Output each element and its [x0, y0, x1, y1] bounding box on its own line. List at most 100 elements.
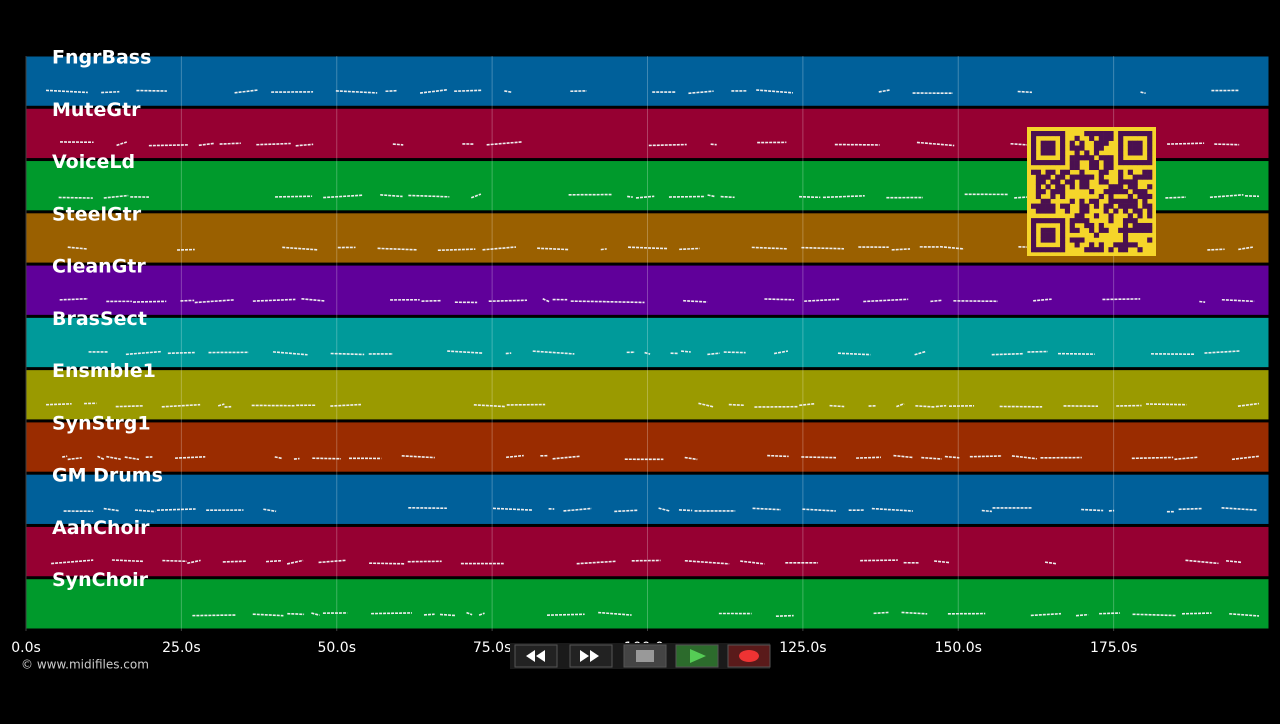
qr-module	[1123, 233, 1128, 238]
qr-module	[1041, 208, 1046, 213]
note	[369, 563, 405, 564]
qr-module	[1055, 160, 1060, 165]
qr-module	[1046, 218, 1051, 223]
qr-module	[1055, 184, 1060, 189]
qr-module	[1137, 146, 1142, 151]
x-tick-label: 175.0s	[1090, 640, 1137, 656]
qr-module	[1137, 247, 1142, 252]
qr-module	[1133, 141, 1138, 146]
qr-module	[1108, 204, 1113, 209]
qr-module	[1041, 204, 1046, 209]
track-name: SynChoir	[52, 569, 149, 591]
rewind-button[interactable]	[515, 645, 557, 667]
qr-module	[1147, 208, 1152, 213]
qr-module	[1094, 233, 1099, 238]
qr-module	[1133, 179, 1138, 184]
qr-module	[1031, 228, 1036, 233]
qr-module	[1137, 175, 1142, 180]
note	[59, 197, 93, 198]
qr-module	[1041, 199, 1046, 204]
qr-module	[1108, 131, 1113, 136]
note	[571, 301, 606, 302]
qr-module	[1060, 175, 1065, 180]
qr-module	[1137, 131, 1142, 136]
qr-module	[1128, 150, 1133, 155]
stop-button[interactable]	[624, 645, 666, 667]
qr-module	[1137, 213, 1142, 218]
qr-module	[1108, 247, 1113, 252]
note	[192, 615, 235, 616]
qr-module	[1089, 131, 1094, 136]
qr-module	[1133, 204, 1138, 209]
qr-module	[1055, 218, 1060, 223]
qr-module	[1084, 184, 1089, 189]
qr-module	[1055, 189, 1060, 194]
track-name: AahChoir	[52, 517, 150, 539]
qr-module	[1046, 204, 1051, 209]
qr-module	[1036, 184, 1041, 189]
qr-module	[1036, 208, 1041, 213]
qr-module	[1133, 242, 1138, 247]
qr-module	[1041, 228, 1046, 233]
x-tick-label: 125.0s	[779, 640, 826, 656]
qr-module	[1075, 218, 1080, 223]
qr-module	[1137, 141, 1142, 146]
qr-module	[1147, 204, 1152, 209]
qr-module	[1137, 223, 1142, 228]
x-tick-label: 0.0s	[11, 640, 41, 656]
note	[385, 91, 396, 92]
qr-module	[1118, 247, 1123, 252]
icon	[739, 650, 759, 662]
qr-module	[1142, 160, 1147, 165]
qr-module	[1055, 175, 1060, 180]
qr-module	[1070, 165, 1075, 170]
qr-module	[1084, 223, 1089, 228]
qr-module	[1133, 131, 1138, 136]
qr-module	[1118, 199, 1123, 204]
qr-module	[1041, 160, 1046, 165]
qr-module	[1133, 189, 1138, 194]
qr-module	[1108, 165, 1113, 170]
qr-module	[1041, 175, 1046, 180]
qr-module	[1123, 223, 1128, 228]
qr-module	[1099, 242, 1104, 247]
qr-module	[1075, 165, 1080, 170]
qr-module	[1133, 218, 1138, 223]
note	[424, 614, 435, 615]
qr-module	[1099, 175, 1104, 180]
qr-module	[1128, 228, 1133, 233]
qr-module	[1128, 141, 1133, 146]
qr-module	[1079, 213, 1084, 218]
fast-forward-button[interactable]	[570, 645, 612, 667]
qr-module	[1036, 160, 1041, 165]
qr-module	[1099, 146, 1104, 151]
qr-module	[1084, 247, 1089, 252]
qr-module	[1050, 247, 1055, 252]
qr-module	[1055, 131, 1060, 136]
qr-module	[1118, 155, 1123, 160]
qr-module	[1046, 160, 1051, 165]
qr-module	[1099, 247, 1104, 252]
track-name: VoiceLd	[52, 151, 135, 173]
qr-module	[1104, 160, 1109, 165]
qr-module	[1089, 223, 1094, 228]
qr-module	[1108, 199, 1113, 204]
qr-module	[1036, 131, 1041, 136]
note	[1199, 302, 1205, 303]
record-button[interactable]	[728, 645, 770, 667]
track-name: SteelGtr	[52, 203, 142, 225]
qr-module	[1031, 242, 1036, 247]
qr-module	[1118, 146, 1123, 151]
qr-module	[1031, 237, 1036, 242]
note	[649, 145, 687, 146]
qr-module	[1094, 165, 1099, 170]
qr-module	[1128, 242, 1133, 247]
qr-module	[1123, 160, 1128, 165]
play-button[interactable]	[676, 645, 718, 667]
qr-module	[1142, 131, 1147, 136]
qr-module	[1075, 160, 1080, 165]
qr-module	[1089, 175, 1094, 180]
qr-module	[1050, 146, 1055, 151]
qr-module	[1046, 237, 1051, 242]
qr-module	[1089, 155, 1094, 160]
